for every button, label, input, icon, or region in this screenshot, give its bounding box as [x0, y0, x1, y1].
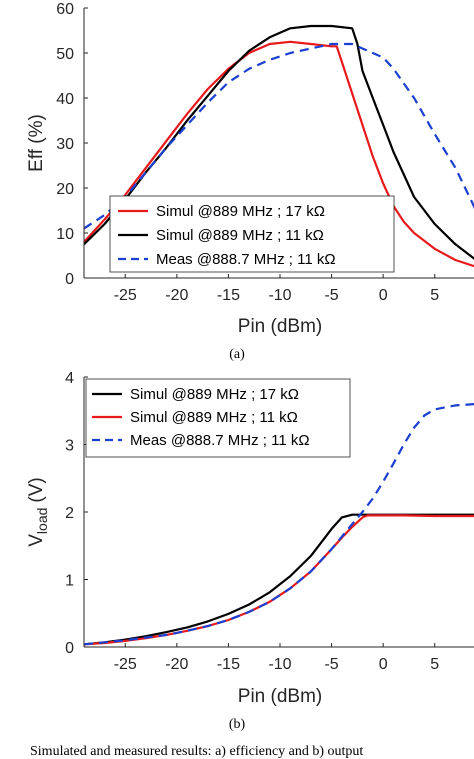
vload-legend-label-2: Simul @889 MHz ; 11 kΩ [130, 409, 298, 426]
efficiency-x-tick-label: 0 [379, 287, 388, 304]
vload-y-tick-label: 1 [65, 573, 74, 590]
vload-x-tick-label: -25 [114, 656, 137, 673]
efficiency-series-group [84, 24, 474, 268]
efficiency-x-tick-label: -25 [114, 287, 137, 304]
efficiency-y-tick-label: 50 [56, 46, 74, 63]
efficiency-y-tick-label: 30 [56, 136, 74, 153]
vload-series-line-3 [84, 403, 474, 646]
vload-ticks: -25 -20 -15 -10 -5 0 5 0 1 2 3 4 [65, 370, 439, 673]
vload-x-tick-label: -5 [324, 656, 338, 673]
vload-legend-label-3: Meas @888.7 MHz ; 11 kΩ [130, 432, 310, 449]
efficiency-x-tick-label: -20 [165, 287, 188, 304]
vload-y-label-sub: load [34, 508, 50, 534]
vload-y-tick-label: 2 [65, 505, 74, 522]
efficiency-y-axis-label: Eff (%) [26, 114, 47, 172]
vload-x-tick-label: 0 [379, 656, 388, 673]
vload-legend-box [85, 378, 351, 458]
efficiency-legend-label-2: Simul @889 MHz ; 11 kΩ [156, 227, 324, 244]
efficiency-legend-label-1: Simul @889 MHz ; 17 kΩ [156, 203, 325, 220]
vload-x-tick-label: -20 [165, 656, 188, 673]
caption-a: (a) [229, 347, 245, 362]
efficiency-y-tick-label: 60 [56, 1, 74, 18]
efficiency-y-tick-label: 40 [56, 91, 74, 108]
efficiency-series-line-3 [84, 42, 474, 230]
efficiency-x-tick-label: -10 [268, 287, 291, 304]
efficiency-legend-entries: Simul @889 MHz ; 17 kΩ Simul @889 MHz ; 1… [118, 203, 336, 268]
caption-b: (b) [229, 717, 246, 732]
vload-y-tick-label: 0 [65, 640, 74, 657]
vload-x-tick-label: -10 [268, 656, 291, 673]
vload-legend: Simul @889 MHz ; 17 kΩ Simul @889 MHz ; 1… [85, 378, 351, 458]
efficiency-x-axis-label: Pin (dBm) [238, 316, 322, 337]
efficiency-y-tick-label: 20 [56, 181, 74, 198]
efficiency-y-tick-label: 0 [65, 271, 74, 288]
vload-x-tick-label: 5 [430, 656, 439, 673]
vload-chart: -25 -20 -15 -10 -5 0 5 0 1 2 3 4 Pin (dBm) Vload (V)… [26, 370, 474, 732]
vload-legend-label-1: Simul @889 MHz ; 17 kΩ [130, 386, 299, 403]
vload-x-axis-label: Pin (dBm) [238, 686, 322, 707]
efficiency-legend-box [109, 195, 395, 273]
efficiency-x-tick-label: -15 [217, 287, 240, 304]
vload-x-tick-label: -15 [217, 656, 240, 673]
efficiency-x-tick-label: 5 [430, 287, 439, 304]
vload-y-axis-label: Vload (V) [26, 477, 50, 546]
vload-y-label-unit: (V) [26, 477, 47, 502]
vload-y-tick-label: 3 [65, 438, 74, 455]
efficiency-legend-label-3: Meas @888.7 MHz ; 11 kΩ [156, 251, 336, 268]
efficiency-legend: Simul @889 MHz ; 17 kΩ Simul @889 MHz ; 1… [109, 195, 395, 273]
vload-legend-entries: Simul @889 MHz ; 17 kΩ Simul @889 MHz ; 1… [92, 386, 310, 449]
efficiency-x-tick-label: -5 [324, 287, 338, 304]
vload-y-label-main: V [26, 534, 47, 547]
vload-series-group [84, 403, 474, 646]
vload-y-tick-label: 4 [65, 370, 74, 387]
efficiency-y-tick-label: 10 [56, 226, 74, 243]
figure-footer-text: Simulated and measured results: a) effic… [30, 744, 363, 759]
efficiency-series-line-1 [84, 40, 474, 268]
